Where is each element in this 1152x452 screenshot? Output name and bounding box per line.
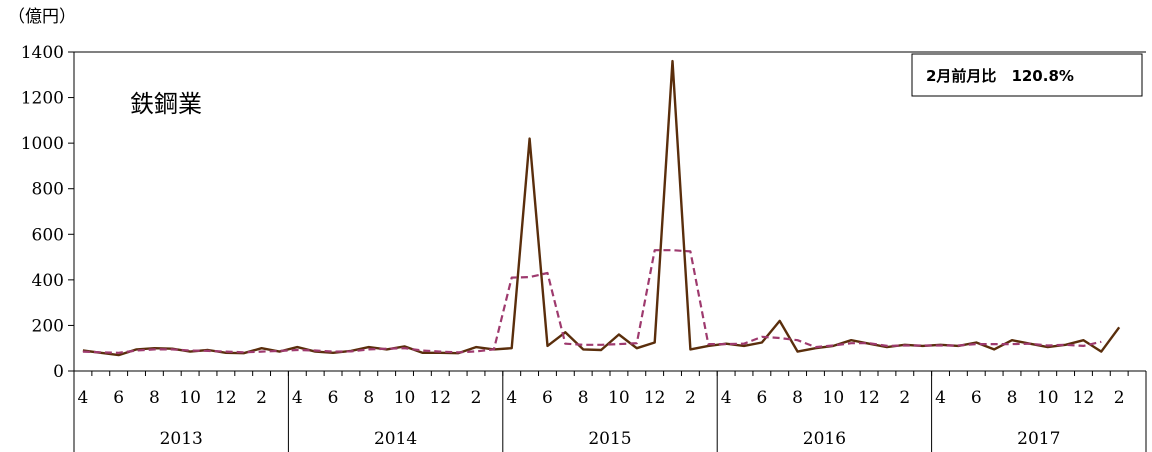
- y-tick-label: 0: [53, 362, 64, 382]
- x-tick-label: 8: [363, 388, 374, 408]
- y-tick-label: 400: [32, 271, 64, 291]
- y-tick-label: 200: [32, 316, 64, 336]
- x-tick-label: 8: [578, 388, 589, 408]
- x-tick-label: 4: [78, 388, 89, 408]
- x-tick-label: 10: [179, 388, 201, 408]
- x-tick-label: 12: [215, 388, 237, 408]
- x-tick-label: 12: [429, 388, 451, 408]
- actual-value-line: [83, 61, 1119, 355]
- x-tick-label: 2: [471, 388, 482, 408]
- x-tick-label: 8: [149, 388, 160, 408]
- year-label: 2013: [160, 429, 203, 449]
- x-tick-label: 6: [113, 388, 124, 408]
- year-label: 2017: [1017, 429, 1060, 449]
- x-tick-label: 6: [328, 388, 339, 408]
- x-tick-label: 2: [685, 388, 696, 408]
- x-tick-label: 6: [756, 388, 767, 408]
- year-label: 2014: [374, 429, 417, 449]
- x-tick-label: 4: [721, 388, 732, 408]
- y-tick-label: 1200: [21, 89, 64, 109]
- x-tick-label: 4: [292, 388, 303, 408]
- x-tick-label: 12: [644, 388, 666, 408]
- x-tick-label: 10: [1037, 388, 1059, 408]
- y-tick-label: 600: [32, 225, 64, 245]
- x-tick-label: 12: [858, 388, 880, 408]
- x-tick-label: 6: [971, 388, 982, 408]
- y-tick-label: 1000: [21, 134, 64, 154]
- x-tick-label: 2: [1114, 388, 1125, 408]
- unit-label: （億円）: [8, 7, 76, 27]
- x-tick-label: 12: [1073, 388, 1095, 408]
- x-axis: 4 6 8 10 12 2 4 6 8 10 12 2 4 6 8 10 12 2 4 6 8 10 12 2 4 6 8 10 12 2…: [74, 371, 1146, 452]
- x-tick-label: 8: [1007, 388, 1018, 408]
- year-label: 2016: [803, 429, 846, 449]
- x-tick-label: 8: [792, 388, 803, 408]
- y-tick-label: 1400: [21, 43, 64, 63]
- y-tick-label: 800: [32, 180, 64, 200]
- annotation-text: 2月前月比 120.8%: [926, 67, 1074, 85]
- x-tick-label: 10: [608, 388, 630, 408]
- series-title: 鉄鋼業: [130, 90, 202, 118]
- x-tick-label: 2: [899, 388, 910, 408]
- x-tick-label: 6: [542, 388, 553, 408]
- x-tick-label: 2: [256, 388, 267, 408]
- year-label: 2015: [588, 429, 631, 449]
- x-tick-label: 10: [823, 388, 845, 408]
- x-tick-label: 4: [935, 388, 946, 408]
- series-lines: [83, 61, 1119, 355]
- x-tick-label: 4: [506, 388, 517, 408]
- moving-average-line: [83, 250, 1101, 353]
- x-tick-label: 10: [394, 388, 416, 408]
